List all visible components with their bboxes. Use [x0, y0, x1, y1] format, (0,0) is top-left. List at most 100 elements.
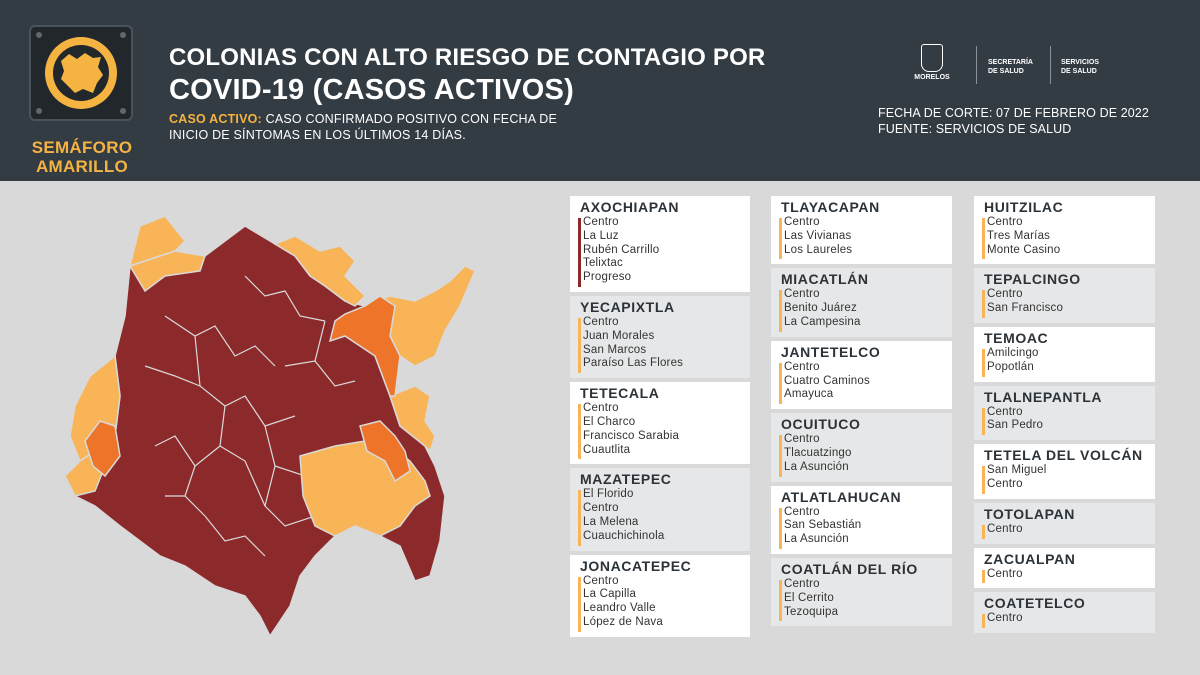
caso-activo-definition: CASO ACTIVO: CASO CONFIRMADO POSITIVO CO…: [169, 111, 639, 143]
semaforo-badge: [29, 25, 133, 121]
colonia-item: Juan Morales: [583, 329, 655, 342]
divider: [976, 46, 977, 84]
screw-icon: [36, 108, 42, 114]
colonia-item: Progreso: [583, 271, 632, 284]
municipio-card: MIACATLÁN Centro Benito Juárez La Campesina: [771, 268, 952, 337]
municipio-card: TEMOAC Amilcingo Popotlán: [974, 327, 1155, 382]
colonia-item: San Sebastián: [784, 519, 862, 532]
colonia-item: Centro: [784, 505, 820, 518]
logo-servicios-line2: DE SALUD: [1061, 68, 1097, 75]
colonia-item: Paraíso Las Flores: [583, 357, 684, 370]
colonia-item: La Capilla: [583, 588, 637, 601]
colonia-list: Centro Cuatro Caminos Amayuca: [784, 361, 870, 402]
title-line1: COLONIAS CON ALTO RIESGO DE CONTAGIO POR: [169, 44, 766, 71]
municipio-name: MAZATEPEC: [580, 471, 672, 488]
colonia-list: Centro: [987, 523, 1023, 537]
risk-indicator-bar: [779, 290, 782, 332]
municipio-name: TLALNEPANTLA: [984, 388, 1103, 405]
colonia-list: San Miguel Centro: [987, 464, 1047, 492]
municipio-card: ATLATLAHUCAN Centro San Sebastián La Asunci…: [771, 485, 952, 554]
colonia-item: La Luz: [583, 229, 619, 242]
colonia-list: Centro La Luz Rubén Carrillo Telixtac Progre…: [583, 216, 659, 285]
municipio-card: TEPALCINGO Centro San Francisco: [974, 268, 1155, 323]
municipio-card: ZACUALPAN Centro: [974, 547, 1155, 589]
municipio-name: YECAPIXTLA: [580, 299, 675, 315]
colonia-list: Centro Juan Morales San Marcos Paraíso Las …: [583, 316, 683, 371]
municipio-card: TOTOLAPAN Centro: [974, 502, 1155, 544]
risk-indicator-bar: [982, 524, 985, 539]
municipio-name: MIACATLÁN: [781, 271, 869, 288]
colonia-list: Centro: [987, 612, 1023, 626]
date-and-source: FECHA DE CORTE: 07 DE FEBRERO DE 2022 FU…: [878, 105, 1149, 137]
colonia-list: Centro San Pedro: [987, 406, 1043, 434]
municipio-card: COATLÁN DEL RÍO Centro El Cerrito Tezoquipa: [771, 558, 952, 627]
risk-indicator-bar: [982, 466, 985, 494]
risk-indicator-bar: [982, 290, 985, 318]
colonia-list: Centro Tres Marías Monte Casino: [987, 216, 1060, 257]
divider: [1050, 46, 1051, 84]
risk-indicator-bar: [578, 318, 581, 374]
screw-icon: [36, 32, 42, 38]
colonia-item: Tres Marías: [987, 229, 1051, 242]
logo-secretaria-line1: SECRETARÍA: [988, 59, 1033, 66]
caso-text-1: CASO CONFIRMADO POSITIVO CON FECHA DE: [265, 112, 558, 126]
colonia-item: Cuauchichinola: [583, 529, 665, 542]
colonia-item: Cuautlita: [583, 443, 631, 456]
colonia-item: Centro: [784, 288, 820, 301]
secretaria-logo: SECRETARÍA DE SALUD: [988, 58, 1033, 76]
municipio-name: TETELA DEL VOLCÁN: [984, 447, 1143, 464]
colonia-list: Centro La Capilla Leandro Valle López de Na…: [583, 575, 663, 630]
header-banner: SEMÁFORO AMARILLO COLONIAS CON ALTO RIES…: [0, 0, 1200, 181]
map-region-medium: [84, 420, 121, 478]
coat-of-arms-icon: [921, 44, 943, 72]
semaforo-line1: SEMÁFORO: [31, 138, 133, 157]
colonia-item: La Melena: [583, 515, 639, 528]
municipio-name: TEMOAC: [984, 330, 1049, 346]
risk-indicator-bar: [779, 580, 782, 622]
colonia-item: Centro: [784, 360, 820, 373]
municipio-name: JONACATEPEC: [580, 557, 692, 574]
municipio-card: HUITZILAC Centro Tres Marías Monte Casino: [974, 196, 1155, 265]
colonia-item: El Charco: [583, 415, 636, 428]
colonia-list: El Florido Centro La Melena Cuauchichinola: [583, 488, 664, 543]
municipio-card: MAZATEPEC El Florido Centro La Melena Cuauch…: [570, 468, 750, 551]
fuente: FUENTE: SERVICIOS DE SALUD: [878, 122, 1072, 136]
map-region-medium: [328, 295, 401, 397]
colonia-item: Leandro Valle: [583, 602, 656, 615]
colonia-item: Centro: [784, 216, 820, 228]
colonia-list: Amilcingo Popotlán: [987, 347, 1039, 375]
municipio-name: AXOCHIAPAN: [580, 199, 680, 215]
municipio-card: YECAPIXTLA Centro Juan Morales San Marcos Pa…: [570, 296, 750, 379]
colonia-item: Centro: [987, 567, 1023, 580]
colonia-item: San Pedro: [987, 419, 1044, 432]
municipio-name: HUITZILAC: [984, 199, 1064, 215]
risk-indicator-bar: [779, 435, 782, 477]
colonia-item: Rubén Carrillo: [583, 243, 660, 256]
colonia-item: San Francisco: [987, 302, 1064, 315]
colonia-item: Popotlán: [987, 360, 1034, 373]
municipio-name: OCUITUCO: [781, 416, 861, 433]
risk-indicator-bar: [578, 218, 581, 287]
semaforo-line2: AMARILLO: [35, 157, 129, 176]
colonia-item: Los Laureles: [784, 243, 853, 256]
map-region-medium: [359, 420, 411, 483]
screw-icon: [120, 32, 126, 38]
colonia-list: Centro: [987, 568, 1023, 582]
map-region-low: [273, 235, 367, 307]
colonia-list: Centro Tlacuatzingo La Asunción: [784, 433, 852, 474]
colonia-item: Tezoquipa: [784, 605, 839, 618]
semaforo-label: SEMÁFORO AMARILLO: [14, 138, 150, 176]
logo-secretaria-line2: DE SALUD: [988, 68, 1024, 75]
screw-icon: [120, 108, 126, 114]
risk-indicator-bar: [578, 576, 581, 632]
colonia-item: La Asunción: [784, 460, 849, 473]
colonia-item: Centro: [987, 522, 1023, 535]
colonia-item: Centro: [784, 433, 820, 446]
colonia-item: Centro: [987, 477, 1023, 490]
colonia-item: Cuatro Caminos: [784, 374, 870, 387]
morelos-logo: MORELOS: [914, 44, 950, 81]
municipio-card: TLAYACAPAN Centro Las Vivianas Los Laureles: [771, 196, 952, 265]
municipio-card: JONACATEPEC Centro La Capilla Leandro Valle…: [570, 554, 750, 637]
risk-indicator-bar: [982, 349, 985, 377]
caso-text-2: INICIO DE SÍNTOMAS EN LOS ÚLTIMOS 14 DÍA…: [169, 128, 466, 142]
